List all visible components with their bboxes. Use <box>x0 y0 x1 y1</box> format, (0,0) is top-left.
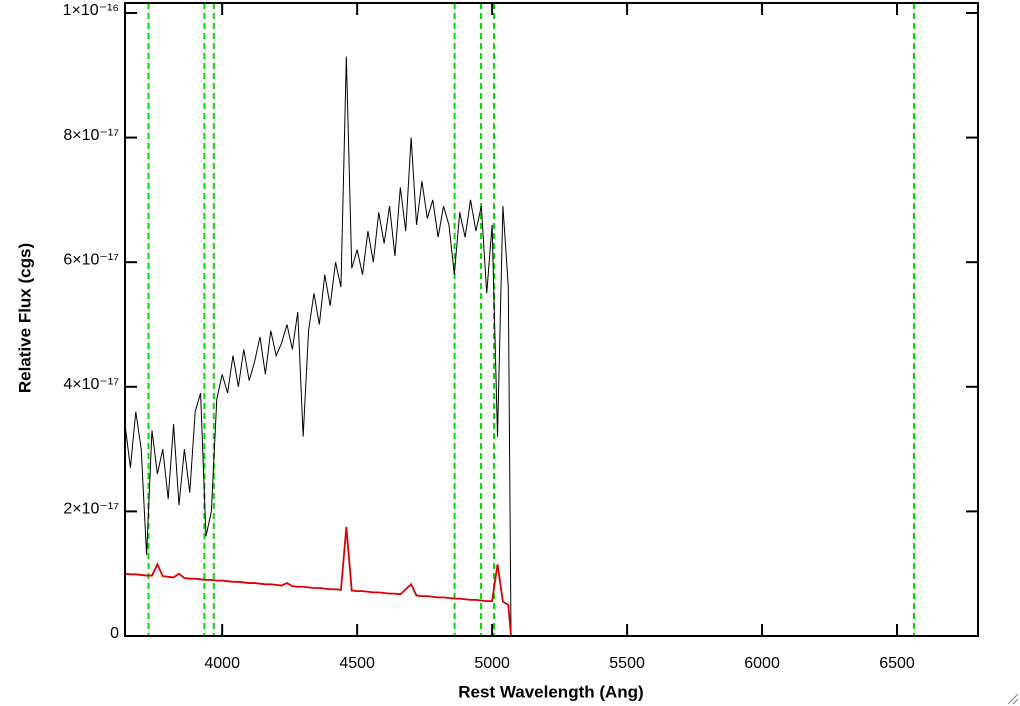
x-tick-label: 6500 <box>879 655 915 672</box>
x-tick-label: 4000 <box>204 655 240 672</box>
y-tick-label: 1×10⁻¹⁶ <box>63 2 119 19</box>
y-tick-label: 6×10⁻¹⁷ <box>63 251 119 268</box>
y-tick-label: 2×10⁻¹⁷ <box>63 501 119 518</box>
series-line <box>124 526 978 637</box>
plot-frame <box>124 2 979 637</box>
y-tick-label: 4×10⁻¹⁷ <box>63 376 119 393</box>
series-line <box>124 56 978 637</box>
x-tick-label: 5500 <box>609 655 645 672</box>
y-tick-label: 0 <box>110 625 119 642</box>
x-tick-label: 4500 <box>339 655 375 672</box>
x-tick-label: 6000 <box>744 655 780 672</box>
x-axis-label: Rest Wavelength (Ang) <box>458 682 643 701</box>
y-axis-label: Relative Flux (cgs) <box>15 243 34 393</box>
x-tick-label: 5000 <box>474 655 510 672</box>
y-tick-label: 8×10⁻¹⁷ <box>63 127 119 144</box>
resize-grip[interactable] <box>1007 693 1019 705</box>
